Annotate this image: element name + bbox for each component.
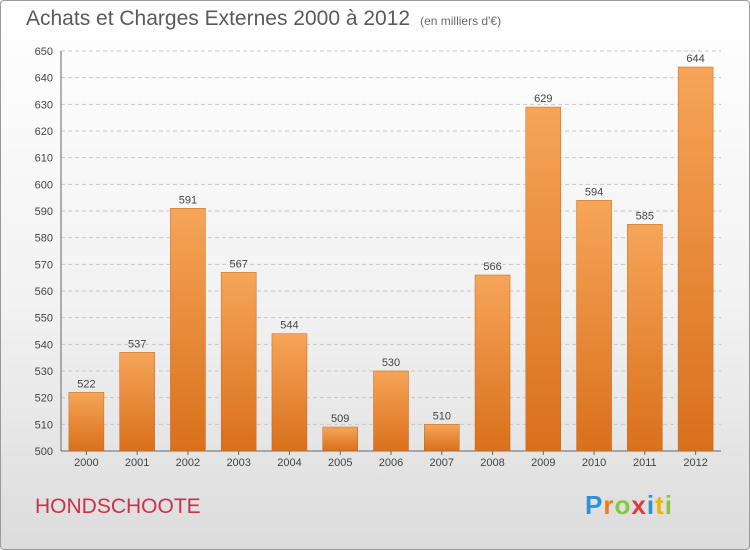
bar-2007 (424, 424, 460, 452)
y-tick-label: 620 (35, 126, 53, 138)
bar-2003 (220, 272, 257, 452)
logo-letter: o (614, 490, 632, 520)
logo-letter: i (664, 490, 673, 520)
y-tick-label: 530 (35, 366, 53, 378)
data-label: 629 (534, 93, 552, 105)
x-tick-label: 2006 (379, 457, 403, 469)
bar-2005 (322, 426, 358, 452)
proxiti-logo: Proxiti (585, 490, 673, 521)
bar-2011 (627, 224, 663, 452)
title-text: Achats et Charges Externes 2000 à 2012 (26, 7, 411, 30)
bar-2010 (576, 200, 612, 452)
logo-letter: r (603, 490, 615, 520)
y-tick-label: 500 (35, 446, 53, 458)
data-label: 567 (230, 258, 248, 270)
x-tick-label: 2011 (633, 457, 657, 469)
bar-2004 (271, 333, 308, 452)
y-tick-label: 590 (35, 206, 53, 218)
data-label: 566 (483, 261, 501, 273)
data-label: 522 (77, 378, 95, 390)
x-tick-label: 2003 (226, 457, 250, 469)
logo-letter: t (655, 490, 665, 520)
y-tick-label: 630 (35, 99, 53, 111)
y-tick-label: 570 (35, 259, 53, 271)
x-tick-label: 2001 (125, 457, 149, 469)
bar-2009 (525, 106, 562, 452)
y-tick-label: 610 (35, 153, 53, 165)
y-tick-label: 510 (35, 419, 53, 431)
data-label: 537 (128, 338, 146, 350)
bar-2006 (373, 370, 409, 452)
axes: 500 510 520 530 540 550 560 570 580 590 600 610 620 6… (35, 46, 721, 469)
bar-2012 (677, 66, 714, 452)
y-tick-label: 540 (35, 339, 53, 351)
bar-2000 (68, 392, 105, 452)
logo-letter: x (631, 490, 647, 520)
data-label: 585 (636, 210, 654, 222)
bar-2008 (474, 274, 511, 452)
bar-2001 (119, 352, 155, 452)
bars: 522 537 591 567 544 509 530 510 566 629 594 585 644 (68, 53, 714, 452)
logo-letter: P (585, 490, 604, 520)
y-tick-label: 560 (35, 286, 53, 298)
y-tick-label: 600 (35, 179, 53, 191)
data-label: 530 (382, 357, 400, 369)
bar-2002 (170, 208, 206, 452)
y-tick-label: 650 (35, 46, 53, 58)
data-label: 591 (179, 194, 197, 206)
data-label: 509 (331, 413, 349, 425)
x-tick-label: 2007 (430, 457, 454, 469)
data-label: 510 (433, 410, 451, 422)
data-label: 644 (686, 53, 704, 65)
commune-name: HONDSCHOOTE (35, 495, 201, 518)
y-tick-label: 550 (35, 313, 53, 325)
x-tick-label: 2005 (328, 457, 352, 469)
y-tick-label: 520 (35, 393, 53, 405)
x-tick-label: 2009 (531, 457, 555, 469)
x-tick-label: 2004 (277, 457, 301, 469)
chart-subtitle: (en milliers d'€) (420, 14, 502, 28)
data-label: 594 (585, 186, 603, 198)
y-tick-label: 580 (35, 233, 53, 245)
x-tick-label: 2000 (74, 457, 98, 469)
x-tick-label: 2008 (480, 457, 504, 469)
chart-title: Achats et Charges Externes 2000 à 2012 (e… (26, 7, 501, 31)
x-tick-label: 2010 (582, 457, 606, 469)
x-tick-label: 2002 (176, 457, 200, 469)
data-label: 544 (280, 320, 298, 332)
x-tick-label: 2012 (683, 457, 707, 469)
y-tick-label: 640 (35, 73, 53, 85)
logo-letter: i (646, 490, 656, 520)
